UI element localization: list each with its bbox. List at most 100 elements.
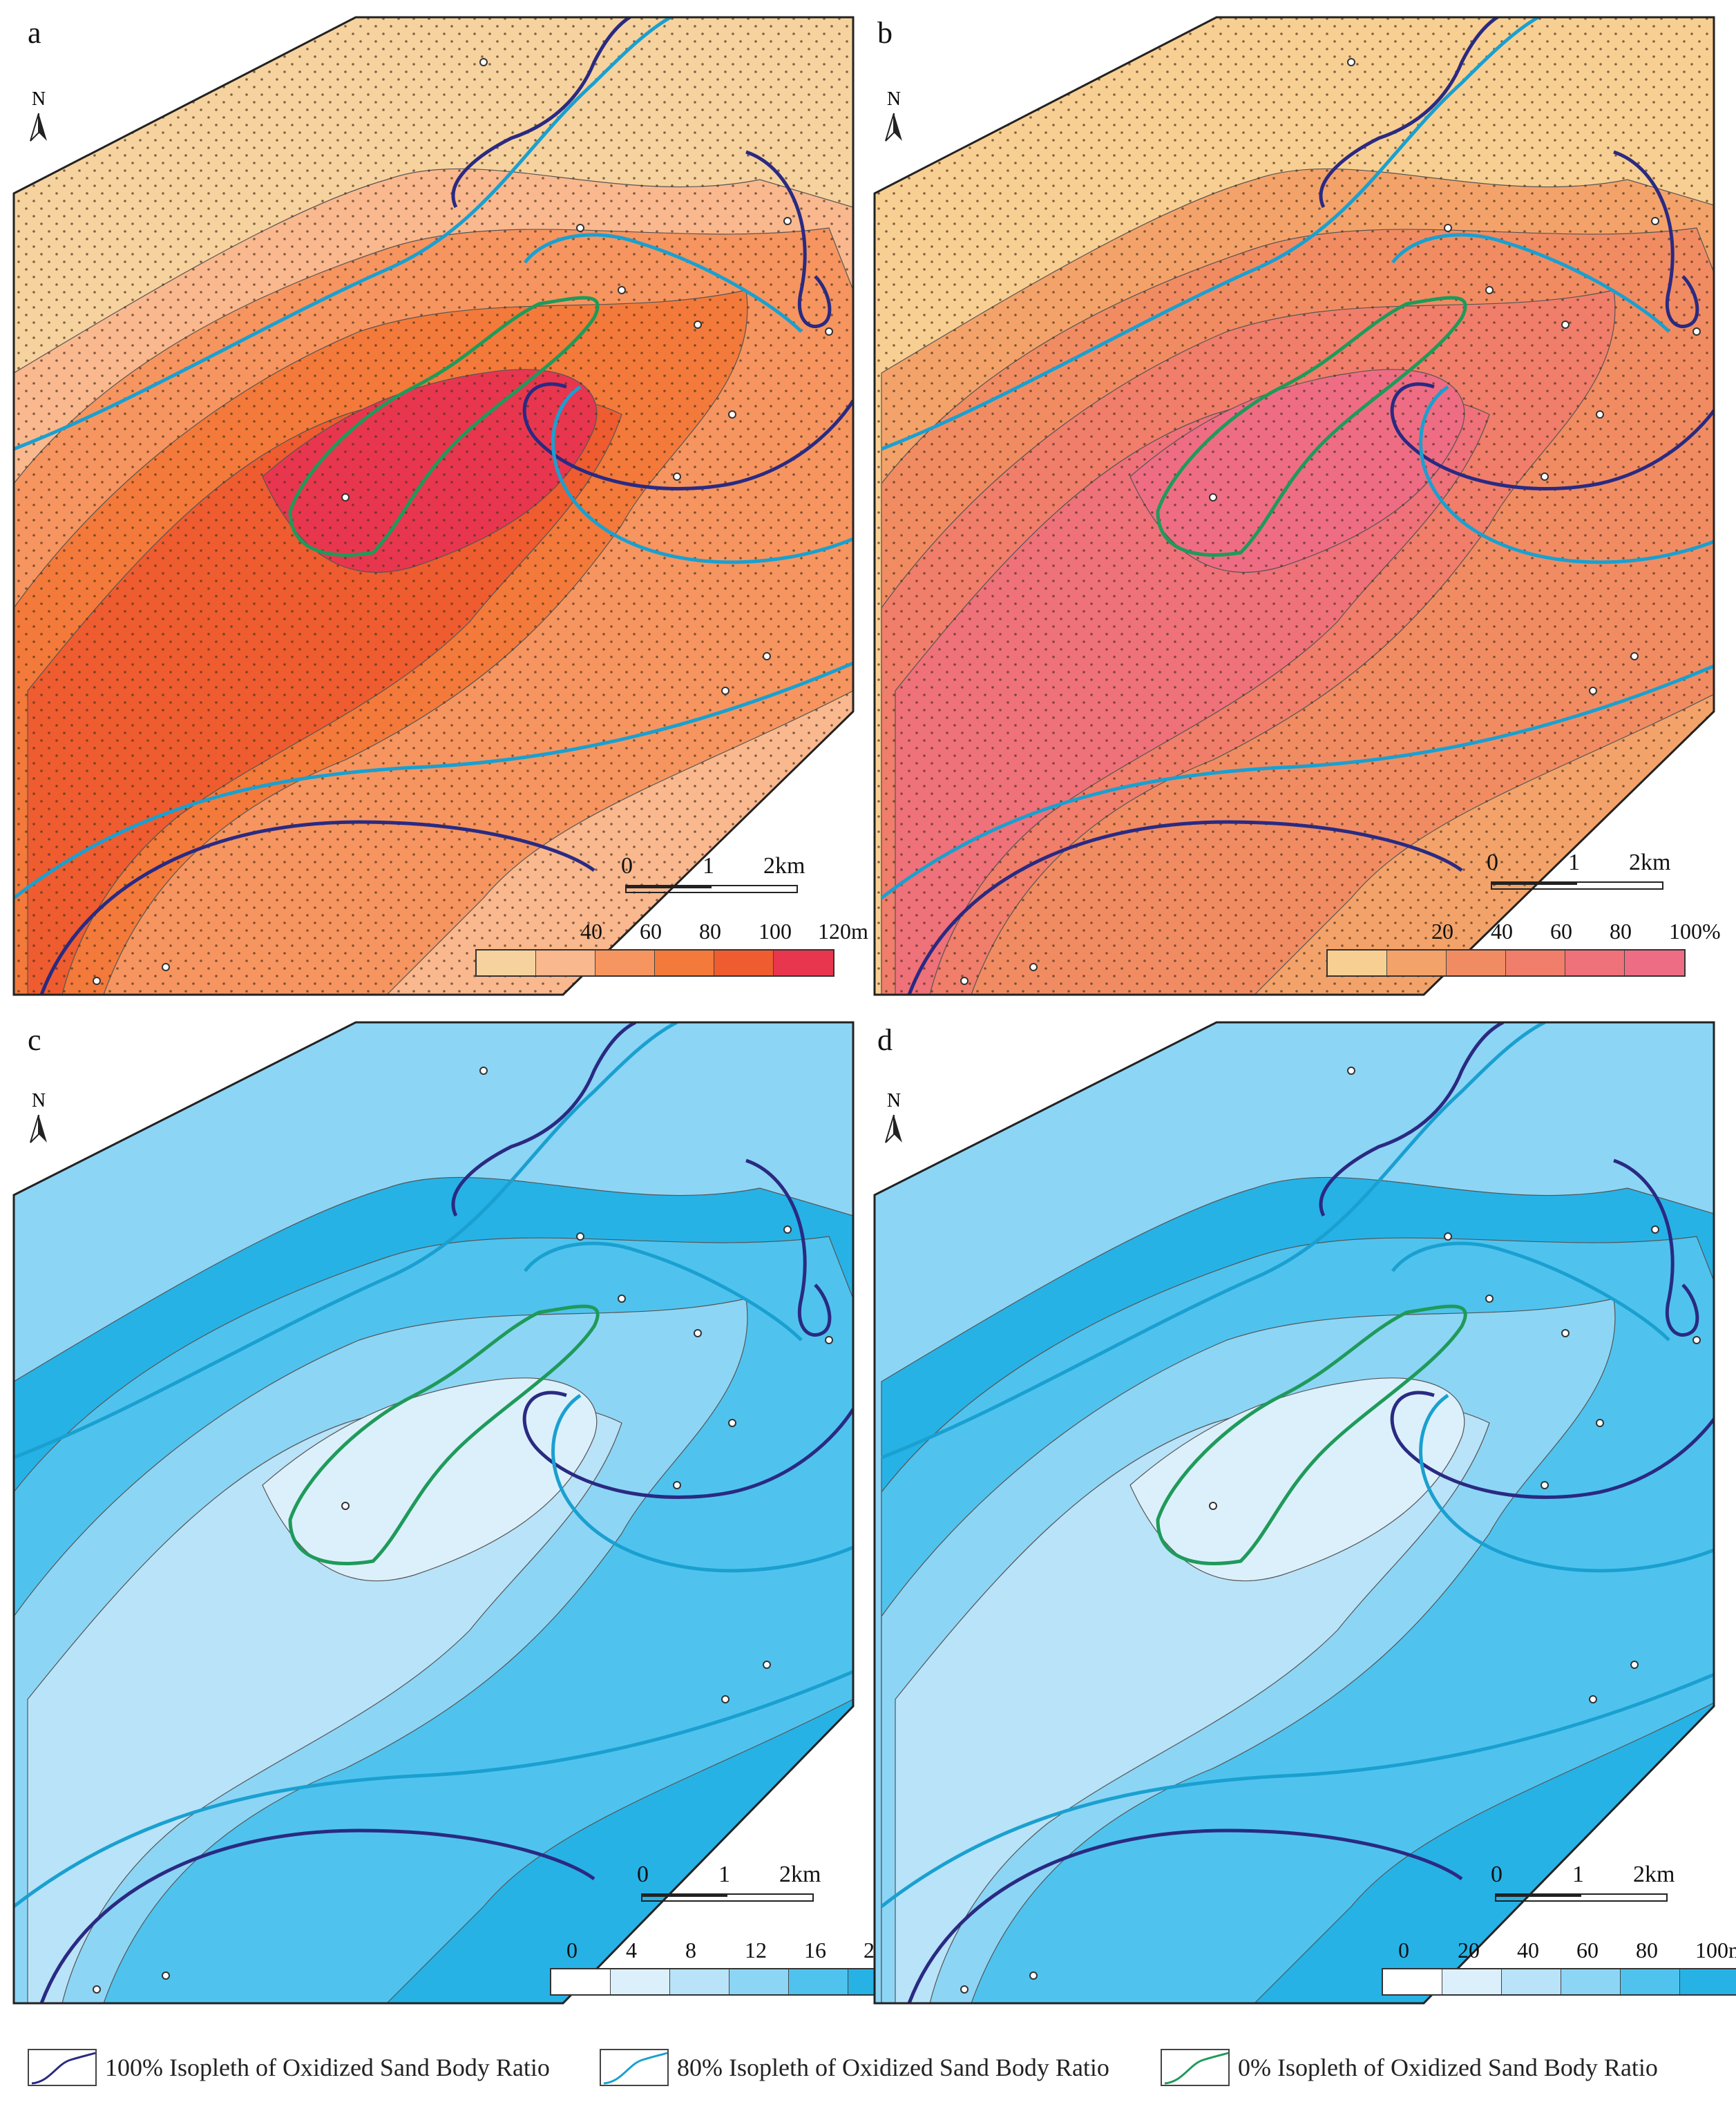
legend-label: 20 <box>1458 1938 1480 1962</box>
legend-swatch <box>729 1969 789 1994</box>
scale-bar: 0 1 2km <box>621 853 832 901</box>
isopleth-80-line <box>1419 385 1714 564</box>
map-area <box>873 16 1715 996</box>
well-point <box>1209 493 1217 502</box>
isopleth-80-line <box>880 1670 1714 1908</box>
legend-swatch <box>595 951 655 975</box>
well-point <box>783 1225 792 1234</box>
isopleth-80-line <box>881 1022 1546 1460</box>
isopleth-0-line <box>288 1304 600 1565</box>
well-point <box>1651 217 1659 225</box>
north-arrow-icon <box>885 1114 902 1143</box>
well-point <box>1485 1295 1494 1303</box>
legend-label: 0 <box>1398 1938 1409 1962</box>
well-point <box>1347 1067 1355 1075</box>
well-point <box>1561 1329 1570 1337</box>
panel-letter: c <box>28 1023 41 1057</box>
isopleth-100-line <box>745 1158 832 1337</box>
map-boundary <box>873 1021 1715 2005</box>
isopleth-100-line <box>1390 1391 1714 1499</box>
scale-tick-1: 1 <box>718 1862 730 1887</box>
isopleth-80-line <box>1419 1393 1714 1573</box>
scale-tick-2: 2km <box>1629 850 1671 875</box>
isopleth-80-line <box>1391 233 1670 333</box>
scale-bar: 0 1 2km <box>1487 850 1698 898</box>
isopleth-0-line <box>1156 1304 1467 1565</box>
north-arrow: N <box>880 1091 908 1144</box>
well-point <box>618 286 626 294</box>
north-label: N <box>886 1090 902 1111</box>
legend-label: 60 <box>1576 1938 1599 1962</box>
legend-swatch <box>1387 951 1447 975</box>
isopleth-80-line <box>14 661 853 899</box>
isopleth-0-line <box>1156 296 1467 557</box>
map-panel-b: b N 0 1 2km 20 40 60 80 100% <box>868 0 1736 1009</box>
isopleth-80-line <box>524 233 803 333</box>
legend-label: 60 <box>1550 919 1572 944</box>
scale-tick-0: 0 <box>637 1862 649 1887</box>
legend-swatch <box>536 951 595 975</box>
legend-label: 16 <box>804 1938 826 1962</box>
legend-swatch <box>1447 951 1506 975</box>
legend-label: 100% <box>1669 919 1721 944</box>
legend-label: 12 <box>745 1938 767 1962</box>
well-point <box>1589 1695 1597 1703</box>
isopleth-100-line <box>39 820 595 995</box>
map-area <box>12 16 855 996</box>
well-point <box>1444 1232 1452 1241</box>
well-point <box>93 1985 101 1994</box>
well-point <box>694 1329 702 1337</box>
isopleth-80-line <box>524 1241 803 1341</box>
north-arrow: N <box>880 90 908 142</box>
isopleth-80-line <box>551 385 853 564</box>
panel-letter: b <box>877 16 893 50</box>
isopleth-80-line <box>880 661 1714 899</box>
legend-swatch <box>477 951 536 975</box>
well-point <box>1692 1336 1701 1344</box>
well-point <box>1485 286 1494 294</box>
isopleth-80-line <box>881 17 1546 451</box>
well-point <box>618 1295 626 1303</box>
well-point <box>93 977 101 985</box>
well-point <box>960 977 969 985</box>
well-point <box>576 224 584 232</box>
isopleth-100-line <box>522 1391 853 1499</box>
well-point <box>1630 652 1639 660</box>
scale-tick-0: 0 <box>621 853 633 879</box>
north-arrow: N <box>25 90 53 142</box>
well-point <box>763 652 771 660</box>
scale-tick-2: 2km <box>763 853 805 879</box>
well-point <box>960 1985 969 1994</box>
panel-letter: a <box>28 16 41 50</box>
legend-label: 80 <box>1610 919 1632 944</box>
well-point <box>576 1232 584 1241</box>
well-point <box>1029 1971 1038 1980</box>
legend-swatch <box>1506 951 1565 975</box>
scale-tick-1: 1 <box>703 853 714 879</box>
isopleth-0-label: 0% Isopleth of Oxidized Sand Body Ratio <box>1238 2054 1658 2081</box>
legend-swatch <box>774 951 833 975</box>
well-point <box>1561 321 1570 329</box>
legend-swatch <box>670 1969 729 1994</box>
well-point <box>1541 472 1549 481</box>
isopleth-100-line <box>451 1022 637 1217</box>
well-point <box>1589 687 1597 695</box>
well-point <box>479 58 488 66</box>
well-point <box>1651 1225 1659 1234</box>
well-point <box>1444 224 1452 232</box>
isopleth-80-line <box>14 1670 853 1908</box>
color-legend: 0 20 40 60 80 100m <box>1382 1938 1736 2000</box>
legend-label: 100m <box>1695 1938 1736 1962</box>
map-area <box>12 1021 855 2005</box>
legend-label: 40 <box>1491 919 1513 944</box>
isopleth-80-swatch-icon <box>600 2049 669 2086</box>
isopleth-100-line <box>451 17 637 209</box>
legend-swatch <box>1625 951 1684 975</box>
scale-tick-1: 1 <box>1568 850 1580 875</box>
well-point <box>1209 1502 1217 1510</box>
well-point <box>721 687 729 695</box>
map-boundary <box>12 1021 855 2005</box>
well-point <box>341 493 350 502</box>
well-point <box>1596 1419 1604 1427</box>
scale-tick-1: 1 <box>1572 1862 1584 1887</box>
